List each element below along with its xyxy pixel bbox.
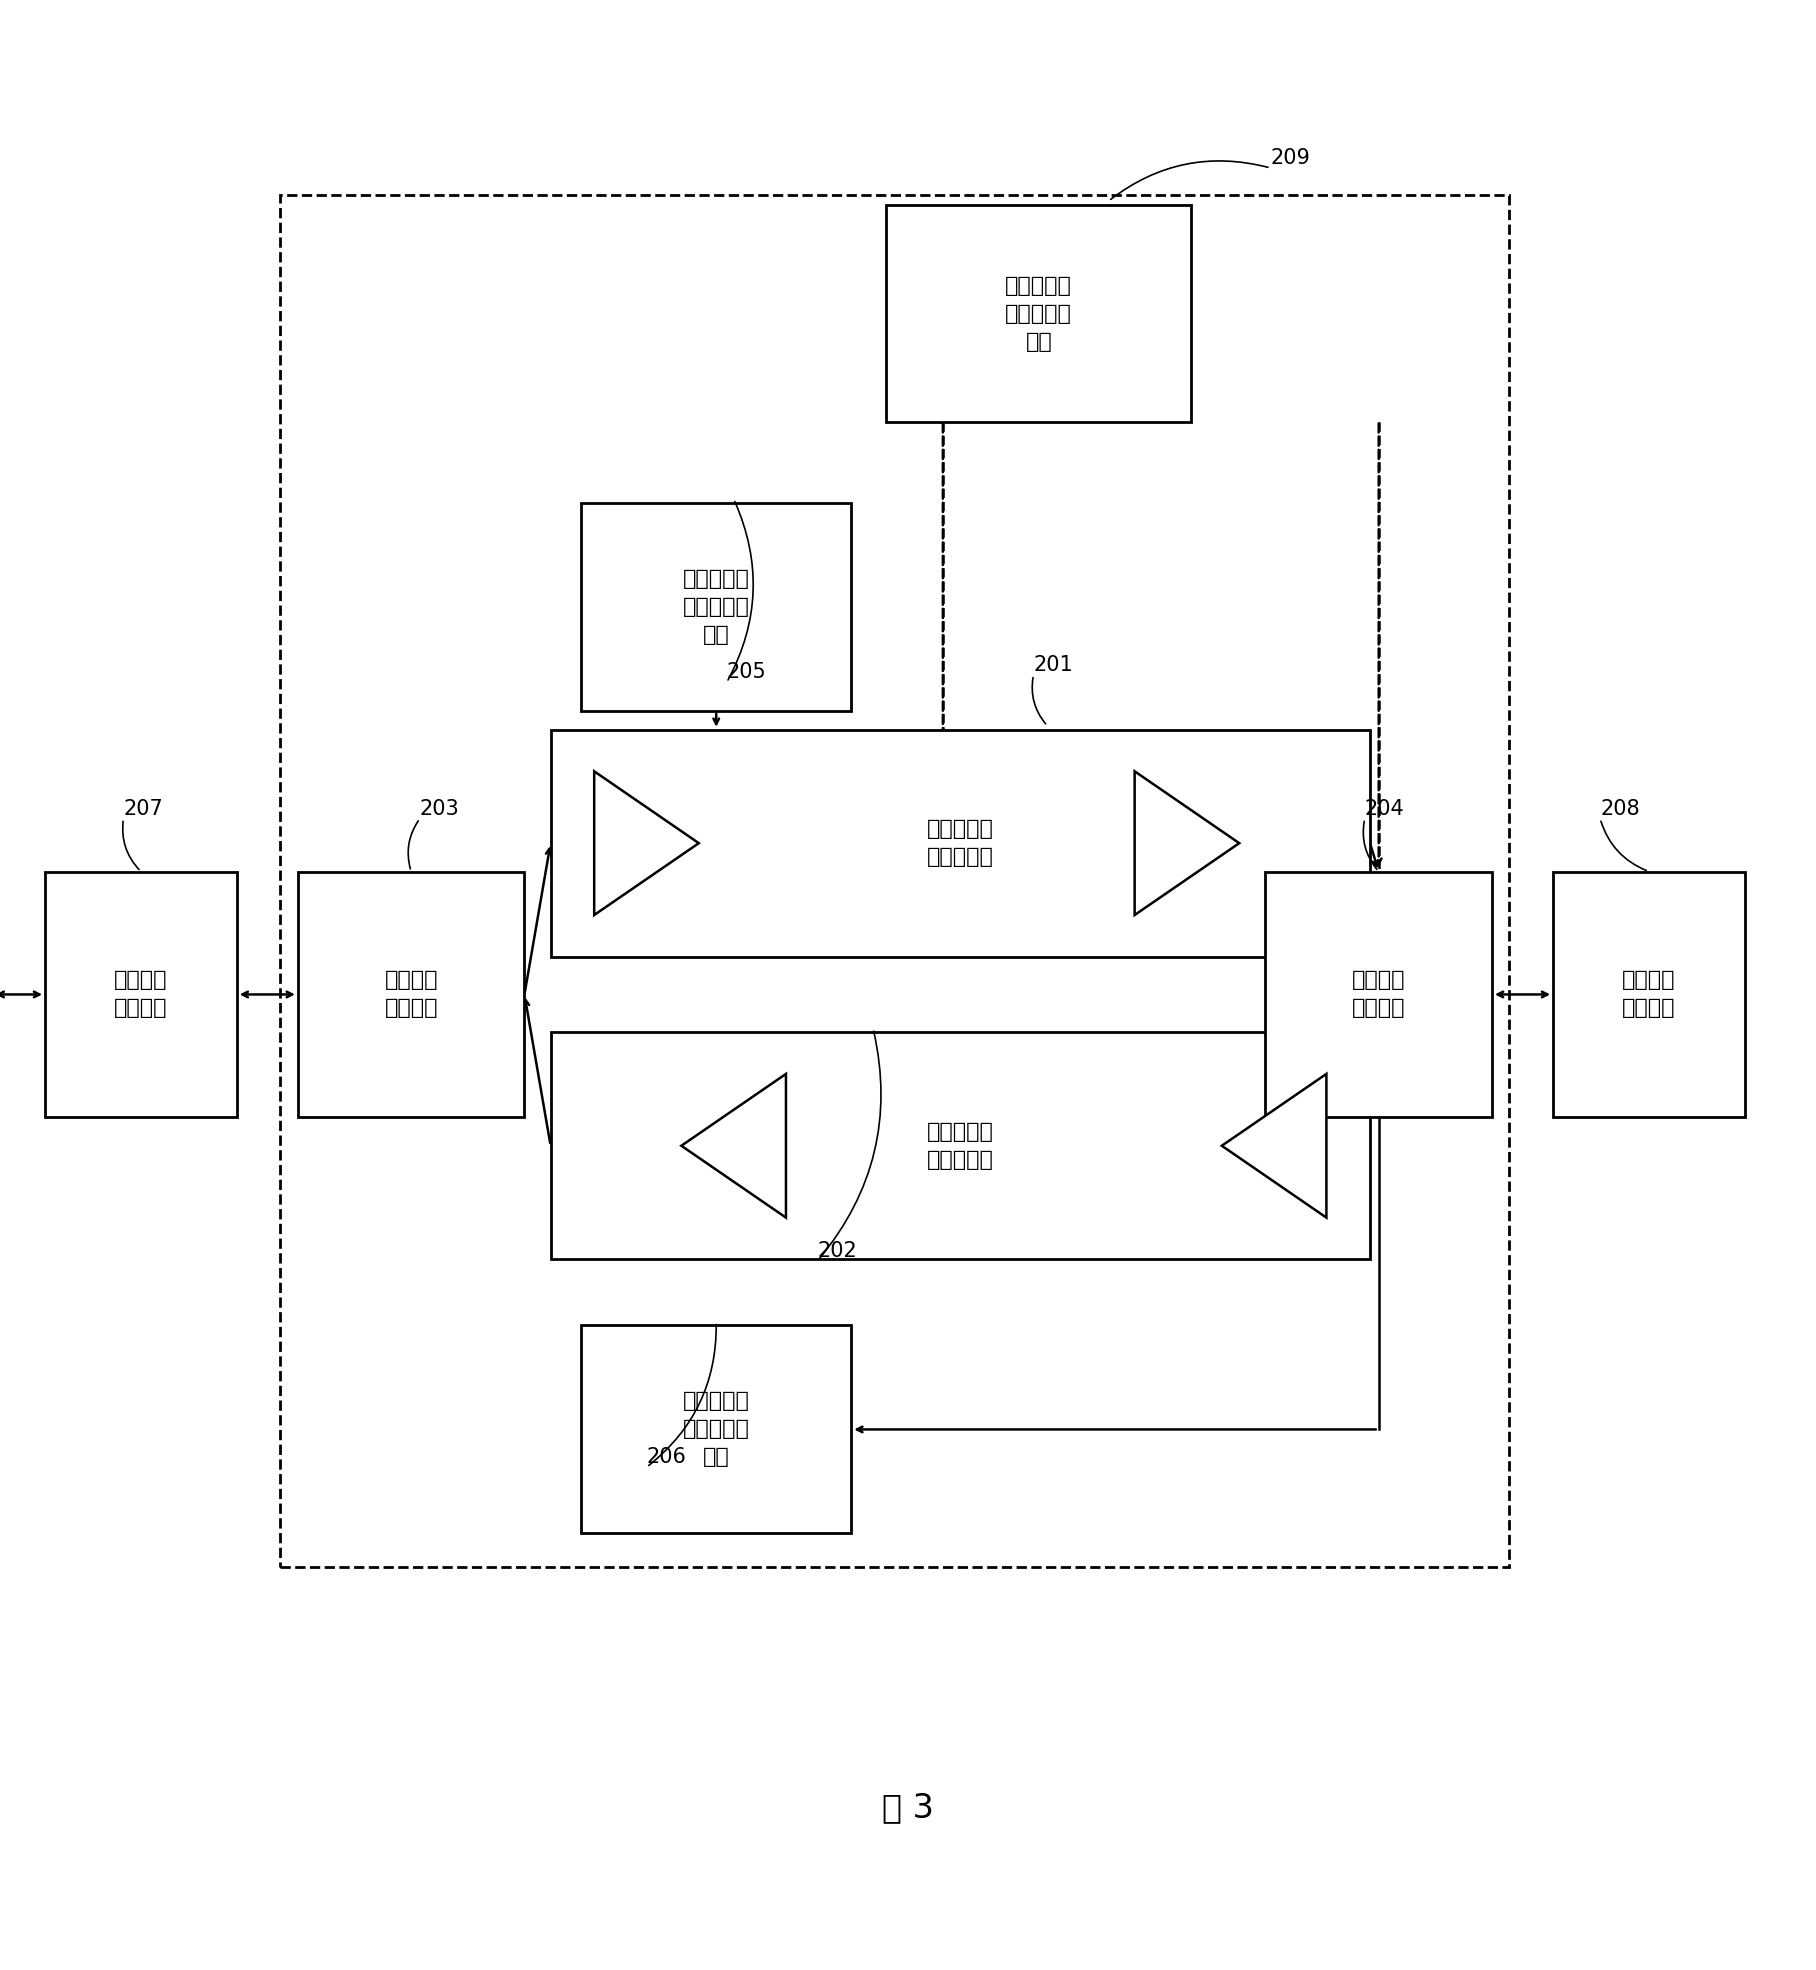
Polygon shape: [594, 772, 699, 914]
Text: 205: 205: [726, 662, 766, 682]
Text: 201: 201: [1033, 654, 1073, 676]
Bar: [280, 195, 1509, 1568]
Text: 下行链路功
率放大单元: 下行链路功 率放大单元: [926, 820, 993, 867]
Text: 209: 209: [1271, 148, 1311, 167]
Polygon shape: [1222, 1074, 1326, 1217]
Bar: [581, 502, 852, 711]
Polygon shape: [1135, 772, 1239, 914]
Text: 第二带通
滤波单元: 第二带通 滤波单元: [1622, 971, 1676, 1018]
Bar: [581, 1326, 852, 1533]
Bar: [1266, 871, 1493, 1117]
Text: 图 3: 图 3: [883, 1791, 933, 1824]
Text: 203: 203: [419, 798, 459, 820]
Text: 下行链路功
率放大单元
开关: 下行链路功 率放大单元 开关: [683, 569, 750, 644]
Text: 上行链路功
率放大单元: 上行链路功 率放大单元: [926, 1121, 993, 1170]
Text: 第一带通
滤波单元: 第一带通 滤波单元: [114, 971, 167, 1018]
Bar: [45, 871, 236, 1117]
Bar: [298, 871, 525, 1117]
Text: 208: 208: [1600, 798, 1640, 820]
Bar: [1553, 871, 1745, 1117]
Bar: [550, 1032, 1369, 1259]
Text: 第二收发
开关单元: 第二收发 开关单元: [1351, 971, 1406, 1018]
Text: 第一收发
开关单元: 第一收发 开关单元: [385, 971, 438, 1018]
Text: 207: 207: [123, 798, 163, 820]
Text: 204: 204: [1366, 798, 1404, 820]
Bar: [886, 205, 1191, 422]
Text: 上行链路功
率放大单元
开关: 上行链路功 率放大单元 开关: [683, 1391, 750, 1468]
Polygon shape: [681, 1074, 786, 1217]
Text: 202: 202: [817, 1241, 857, 1261]
Text: 同步及切换
点信号获取
单元: 同步及切换 点信号获取 单元: [1006, 276, 1071, 351]
Bar: [550, 729, 1369, 957]
Text: 206: 206: [646, 1448, 686, 1468]
